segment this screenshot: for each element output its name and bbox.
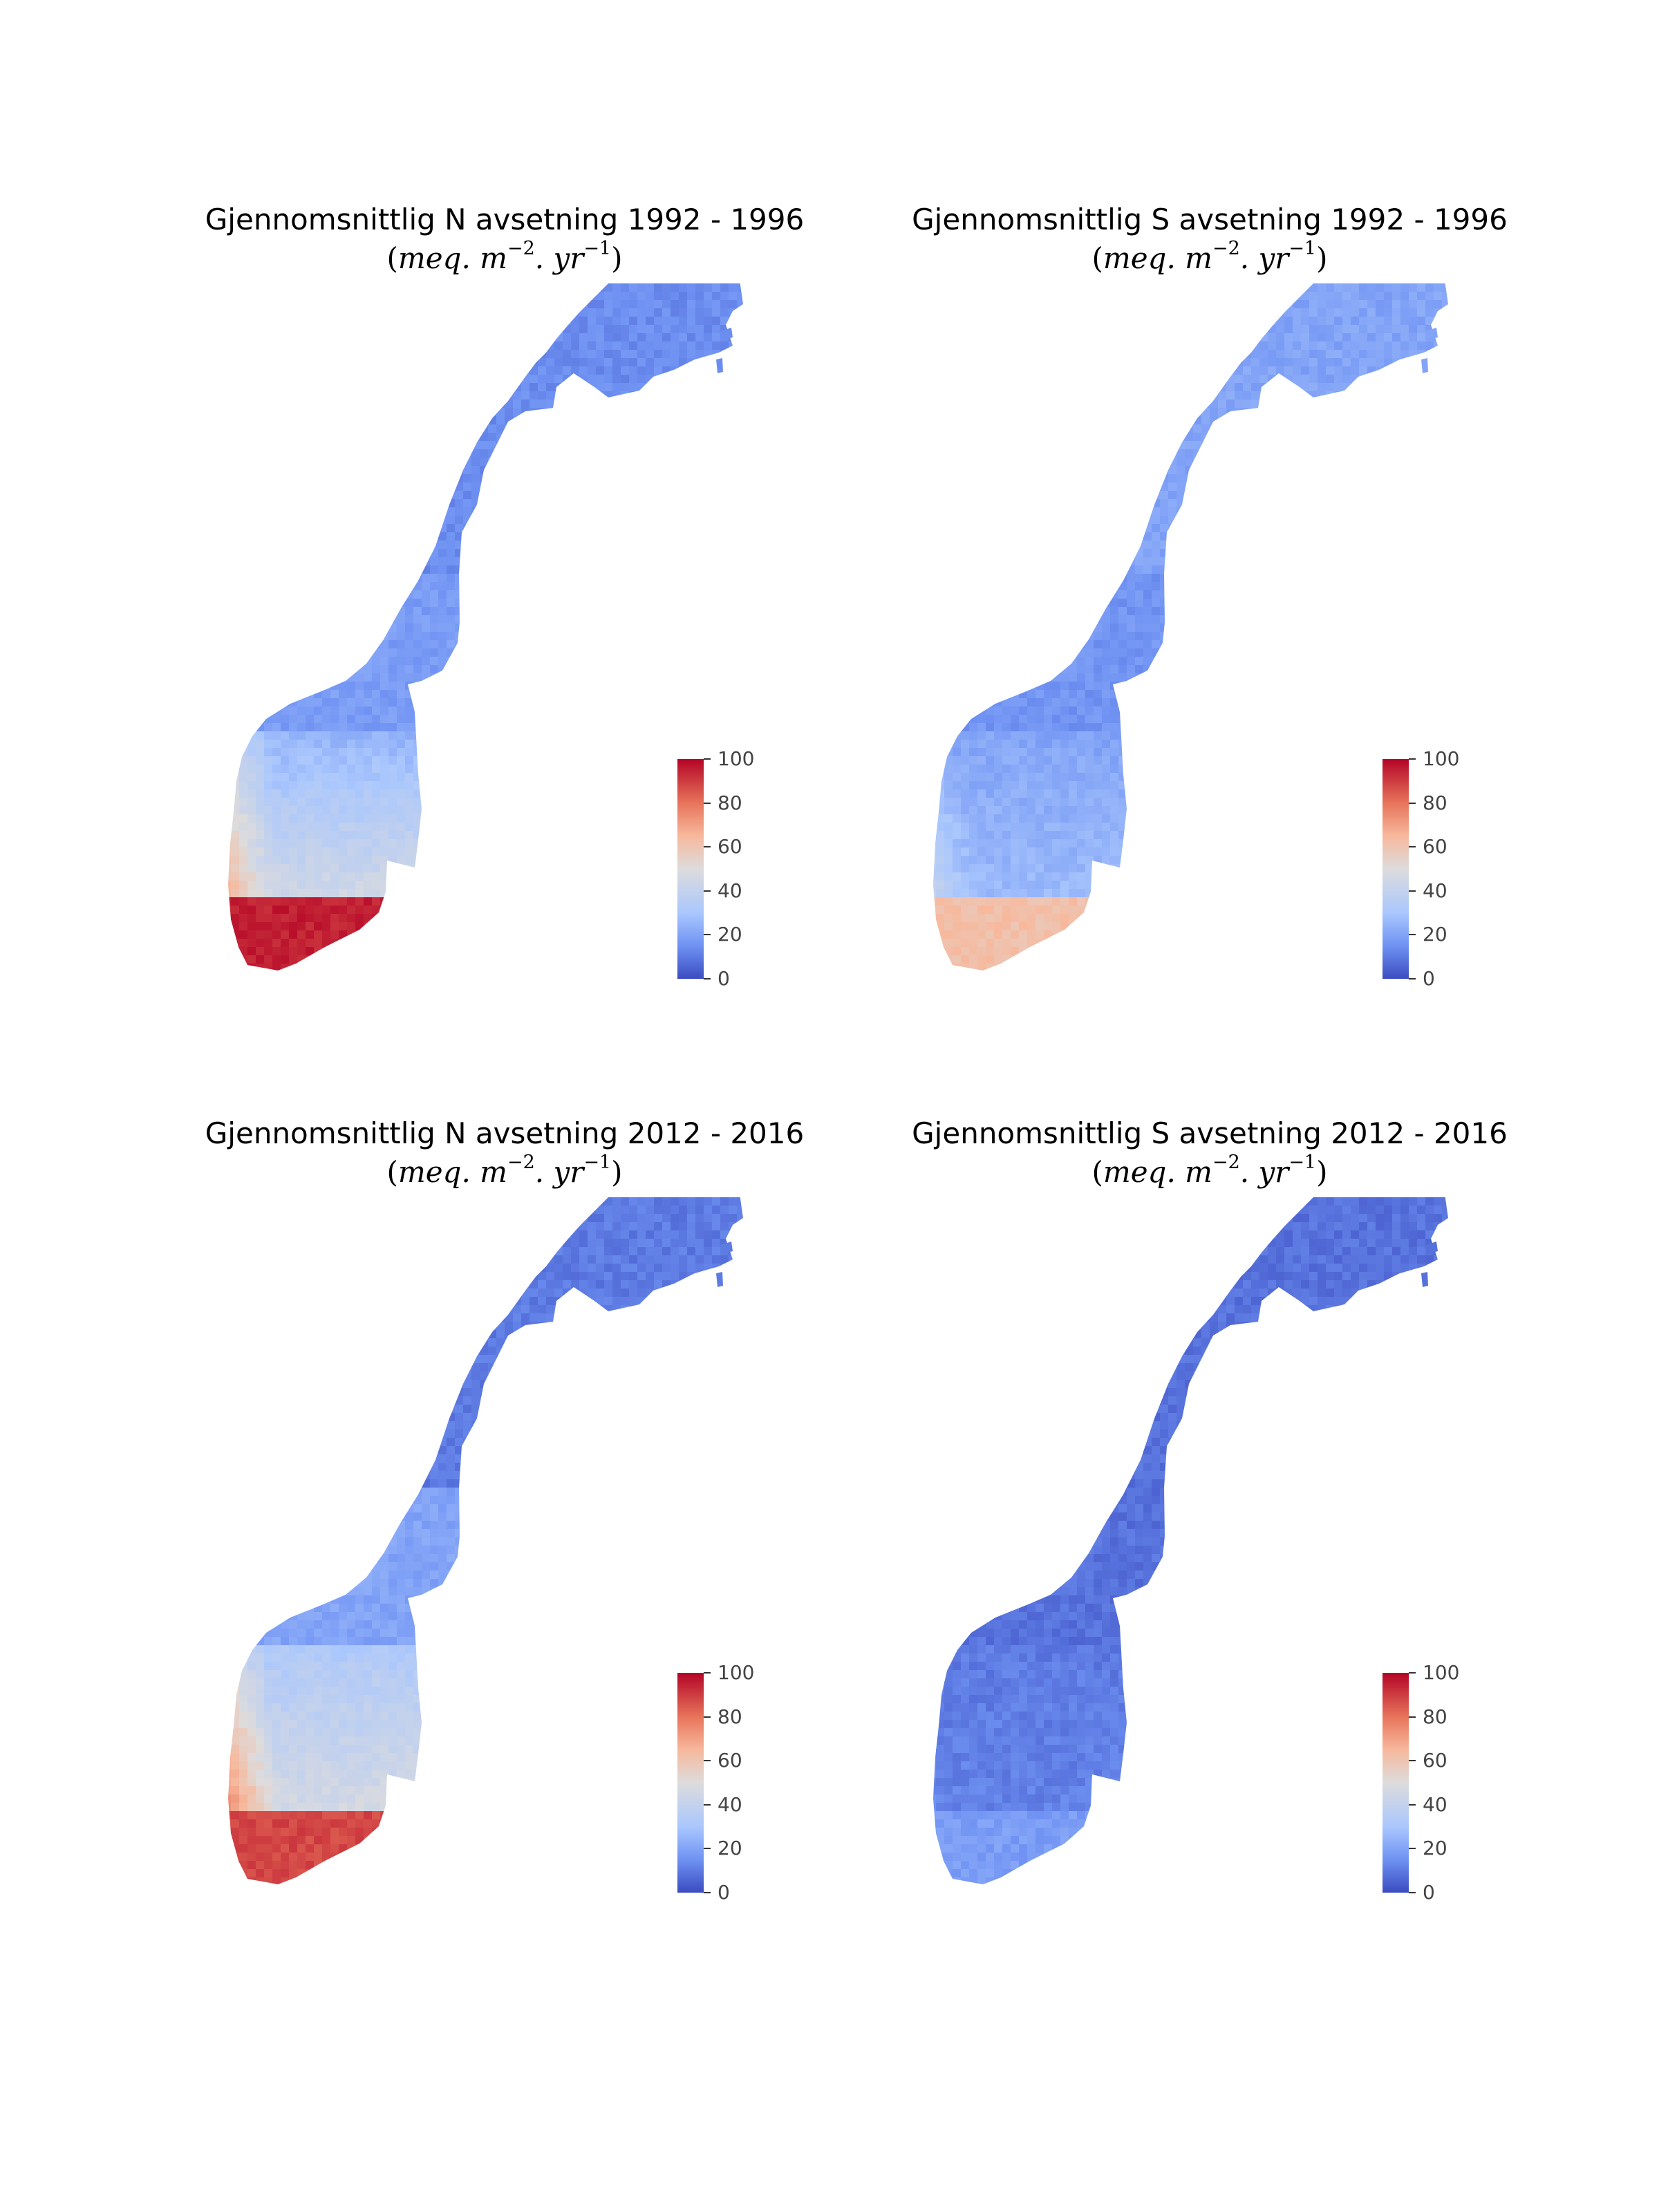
colorbar-tick-label: 100 — [1423, 748, 1459, 770]
colorbar-tick — [1409, 1803, 1416, 1806]
colorbar-tick-label: 0 — [1423, 1882, 1435, 1904]
colorbar-tick — [704, 758, 711, 760]
island-shape — [719, 1241, 733, 1254]
colorbar-tick-label: 40 — [1423, 1793, 1447, 1816]
colorbar-tick — [704, 934, 711, 936]
colorbar-tick — [1409, 758, 1416, 760]
colorbar-gradient — [677, 1673, 704, 1893]
panel-unit: (meq. m−2. yr−1) — [145, 239, 864, 278]
island-shape — [1421, 1272, 1428, 1287]
colorbar-tick — [704, 1672, 711, 1674]
colorbar-tick-label: 80 — [718, 1705, 742, 1728]
colorbar-tick — [704, 1716, 711, 1718]
colorbar-tick-label: 40 — [718, 879, 742, 902]
colorbar-tick-label: 60 — [1423, 1750, 1447, 1772]
colorbar-tick — [1409, 890, 1416, 892]
colorbar-gradient — [1382, 759, 1409, 979]
island-shape — [716, 1272, 723, 1287]
colorbar: 0 20 40 60 80 100 — [677, 1662, 754, 1904]
colorbar-tick — [704, 1760, 711, 1762]
norway-map — [228, 283, 743, 971]
colorbar-tick-label: 40 — [718, 1793, 742, 1816]
deposition-grid — [933, 283, 1448, 971]
colorbar-tick-label: 40 — [1423, 879, 1447, 902]
colorbar-tick-label: 60 — [718, 1750, 742, 1772]
colorbar-tick — [1409, 1760, 1416, 1762]
colorbar-tick-label: 80 — [1423, 1705, 1447, 1728]
colorbar-tick-label: 20 — [1423, 1837, 1447, 1859]
colorbar-tick — [1409, 1892, 1416, 1893]
island-shape — [1421, 358, 1428, 373]
colorbar-tick-label: 60 — [718, 836, 742, 858]
colorbar-tick — [704, 1892, 711, 1893]
norway-map — [933, 283, 1448, 971]
panel-unit: (meq. m−2. yr−1) — [850, 239, 1569, 278]
colorbar-tick-label: 80 — [1423, 791, 1447, 814]
colorbar-tick — [1409, 1848, 1416, 1850]
colorbar: 0 20 40 60 80 100 — [1382, 1662, 1459, 1904]
map-panel-n-2012: Gjennomsnittlig N avsetning 2012 - 2016 … — [145, 1114, 864, 1985]
colorbar-gradient — [677, 759, 704, 979]
colorbar-tick-label: 100 — [718, 748, 754, 770]
colorbar-tick — [1409, 1672, 1416, 1674]
island-shape — [1424, 328, 1438, 340]
colorbar-tick — [1409, 846, 1416, 848]
panel-title: Gjennomsnittlig N avsetning 1992 - 1996 — [145, 200, 864, 239]
colorbar-tick — [1409, 802, 1416, 804]
panel-title: Gjennomsnittlig N avsetning 2012 - 2016 — [145, 1114, 864, 1153]
map-panel-s-1992: Gjennomsnittlig S avsetning 1992 - 1996 … — [850, 200, 1569, 1071]
panel-title: Gjennomsnittlig S avsetning 1992 - 1996 — [850, 200, 1569, 239]
colorbar-tick-label: 60 — [1423, 836, 1447, 858]
colorbar-tick-label: 20 — [718, 924, 742, 946]
island-shape — [719, 328, 733, 340]
norway-map — [933, 1197, 1448, 1884]
colorbar-tick-label: 0 — [718, 1882, 730, 1904]
colorbar-tick — [704, 1848, 711, 1850]
colorbar-tick-label: 0 — [1423, 968, 1435, 990]
panel-unit: (meq. m−2. yr−1) — [850, 1153, 1569, 1192]
colorbar-tick — [704, 846, 711, 848]
colorbar-tick — [704, 890, 711, 892]
colorbar-tick — [704, 1803, 711, 1806]
colorbar-gradient — [1382, 1673, 1409, 1893]
colorbar-tick-label: 100 — [1423, 1662, 1459, 1684]
colorbar: 0 20 40 60 80 100 — [677, 748, 754, 990]
panel-unit: (meq. m−2. yr−1) — [145, 1153, 864, 1192]
colorbar: 0 20 40 60 80 100 — [1382, 748, 1459, 990]
colorbar-tick-label: 0 — [718, 968, 730, 990]
colorbar-tick-label: 20 — [718, 1837, 742, 1859]
colorbar-tick-label: 80 — [718, 791, 742, 814]
map-panel-n-1992: Gjennomsnittlig N avsetning 1992 - 1996 … — [145, 200, 864, 1071]
colorbar-tick-label: 100 — [718, 1662, 754, 1684]
island-shape — [1424, 1241, 1438, 1254]
norway-map — [228, 1197, 743, 1884]
deposition-grid — [228, 283, 743, 971]
colorbar-tick — [1409, 978, 1416, 980]
colorbar-tick-label: 20 — [1423, 924, 1447, 946]
map-panel-s-2012: Gjennomsnittlig S avsetning 2012 - 2016 … — [850, 1114, 1569, 1985]
deposition-grid — [228, 1197, 743, 1884]
colorbar-tick — [704, 802, 711, 804]
colorbar-tick — [1409, 1716, 1416, 1718]
deposition-grid — [933, 1197, 1448, 1884]
colorbar-tick — [1409, 934, 1416, 936]
panel-title: Gjennomsnittlig S avsetning 2012 - 2016 — [850, 1114, 1569, 1153]
colorbar-tick — [704, 978, 711, 980]
island-shape — [716, 358, 723, 373]
